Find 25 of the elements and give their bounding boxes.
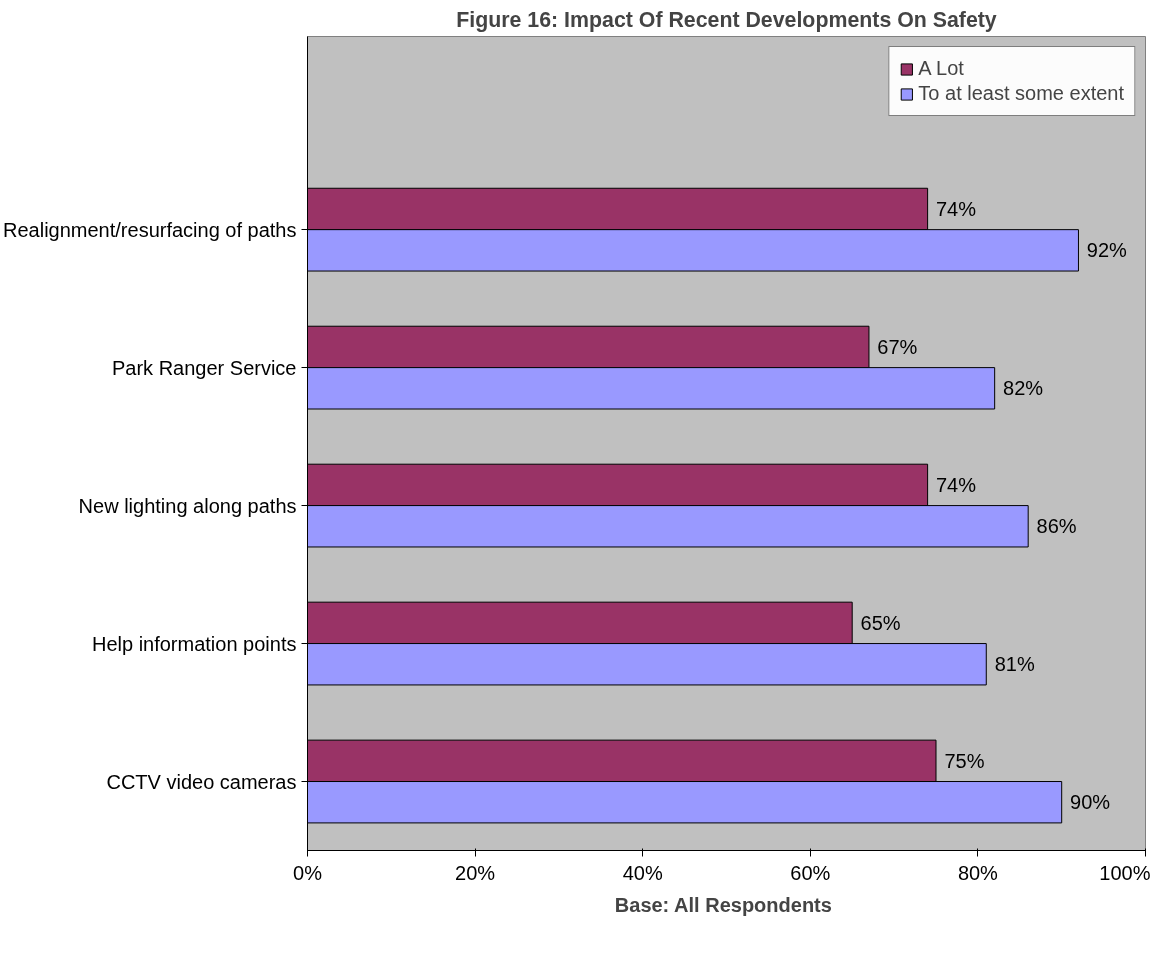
x-tick-label: 20% [455, 861, 496, 884]
y-tick-label: New lighting along paths [78, 494, 297, 517]
x-tick-label: 100% [1099, 861, 1151, 884]
x-tick-label: 60% [790, 861, 831, 884]
data-label: 90% [1070, 791, 1111, 814]
y-tick-label: Park Ranger Service [111, 356, 297, 379]
data-label: 74% [936, 473, 977, 496]
x-tick-label: 0% [293, 861, 323, 884]
legend-label: To at least some extent [918, 82, 1124, 105]
data-label: 86% [1036, 515, 1077, 538]
data-label: 74% [936, 197, 977, 220]
data-label: 65% [860, 611, 901, 634]
data-label: 81% [994, 653, 1035, 676]
x-tick-label: 80% [957, 861, 999, 884]
data-label: 92% [1086, 239, 1128, 262]
data-label: 75% [944, 749, 985, 772]
x-tick-label: 40% [622, 861, 663, 884]
y-tick-label: Help information points [91, 632, 297, 655]
chart-title: Figure 16: Impact Of Recent Developments On Safety [456, 7, 997, 32]
legend-label: A Lot [918, 57, 964, 80]
data-label: 82% [1003, 377, 1044, 400]
y-tick-label: CCTV video cameras [106, 770, 297, 793]
text: Base: All Respondents [614, 893, 832, 916]
data-label: 67% [877, 335, 918, 358]
y-tick-label: Realignment/resurfacing of paths [3, 218, 297, 241]
